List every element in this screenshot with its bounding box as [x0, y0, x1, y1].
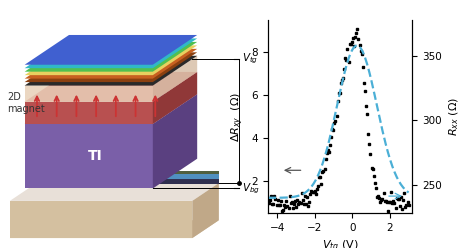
Polygon shape — [25, 102, 153, 124]
Polygon shape — [36, 171, 219, 174]
Polygon shape — [36, 179, 219, 184]
Text: $V_{tg}$: $V_{tg}$ — [242, 51, 258, 66]
X-axis label: $V_{tg}$ (V): $V_{tg}$ (V) — [322, 239, 358, 248]
Polygon shape — [25, 38, 197, 68]
Polygon shape — [10, 220, 219, 238]
Polygon shape — [25, 72, 197, 102]
Polygon shape — [10, 183, 219, 201]
Polygon shape — [10, 201, 192, 238]
Polygon shape — [25, 124, 153, 188]
Text: $V_{bg}$: $V_{bg}$ — [242, 181, 260, 196]
Y-axis label: $\Delta R_{xy}$  ($\Omega$): $\Delta R_{xy}$ ($\Omega$) — [229, 92, 246, 142]
Text: TI: TI — [88, 149, 102, 163]
Text: 2D
magnet: 2D magnet — [8, 92, 45, 114]
Polygon shape — [25, 56, 197, 86]
Polygon shape — [153, 72, 197, 124]
Polygon shape — [36, 174, 219, 179]
Polygon shape — [25, 56, 197, 86]
Polygon shape — [25, 45, 197, 75]
Polygon shape — [25, 86, 153, 102]
Y-axis label: $R_{xx}$ ($\Omega$): $R_{xx}$ ($\Omega$) — [447, 97, 461, 136]
Polygon shape — [192, 183, 219, 238]
Polygon shape — [153, 56, 197, 102]
Polygon shape — [25, 52, 197, 82]
Polygon shape — [25, 35, 197, 65]
Polygon shape — [25, 94, 197, 124]
Polygon shape — [153, 94, 197, 188]
Polygon shape — [25, 49, 197, 79]
Polygon shape — [25, 42, 197, 72]
